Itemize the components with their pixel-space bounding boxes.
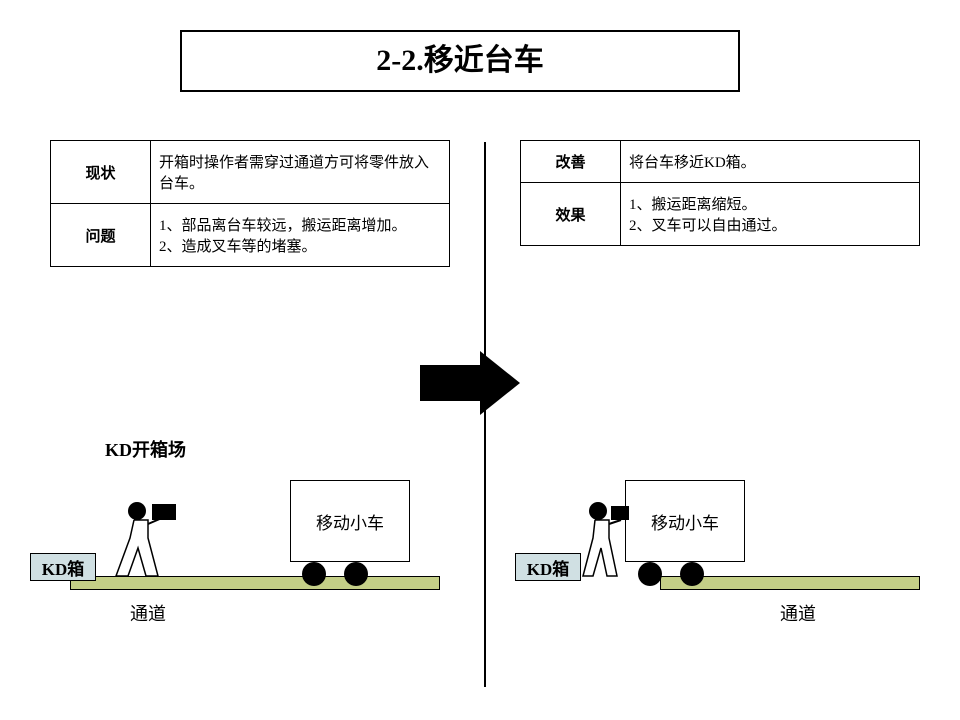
row-header: 效果 — [521, 183, 621, 246]
row-body: 1、搬运距离缩短。 2、叉车可以自由通过。 — [621, 183, 920, 246]
person-body-icon — [110, 518, 170, 580]
kd-box-right: KD箱 — [515, 553, 581, 581]
aisle-label-left: 通道 — [130, 600, 166, 626]
title-text: 2-2.移近台车 — [376, 44, 544, 77]
kd-box-label: KD箱 — [527, 555, 570, 580]
person-body-icon — [575, 518, 631, 580]
cart-label: 移动小车 — [651, 509, 719, 534]
row-body: 将台车移近KD箱。 — [621, 141, 920, 183]
wheel-icon — [344, 562, 368, 586]
table-row: 现状 开箱时操作者需穿过通道方可将零件放入台车。 — [51, 141, 450, 204]
table-row: 效果 1、搬运距离缩短。 2、叉车可以自由通过。 — [521, 183, 920, 246]
after-table: 改善 将台车移近KD箱。 效果 1、搬运距离缩短。 2、叉车可以自由通过。 — [520, 140, 920, 246]
kd-box-label: KD箱 — [42, 555, 85, 580]
row-body: 开箱时操作者需穿过通道方可将零件放入台车。 — [151, 141, 450, 204]
table-row: 问题 1、部品离台车较远，搬运距离增加。 2、造成叉车等的堵塞。 — [51, 204, 450, 267]
cart-label: 移动小车 — [316, 509, 384, 534]
row-body: 1、部品离台车较远，搬运距离增加。 2、造成叉车等的堵塞。 — [151, 204, 450, 267]
aisle-label-right: 通道 — [780, 600, 816, 626]
wheel-icon — [302, 562, 326, 586]
wheel-icon — [638, 562, 662, 586]
section-label: KD开箱场 — [105, 436, 186, 462]
page-title: 2-2.移近台车 — [180, 30, 740, 92]
row-header: 改善 — [521, 141, 621, 183]
arrow-right-icon — [480, 351, 520, 415]
row-header: 现状 — [51, 141, 151, 204]
row-header: 问题 — [51, 204, 151, 267]
kd-box-left: KD箱 — [30, 553, 96, 581]
wheel-icon — [680, 562, 704, 586]
cart-right: 移动小车 — [625, 480, 745, 562]
cart-left: 移动小车 — [290, 480, 410, 562]
arrow-body — [420, 365, 480, 401]
before-table: 现状 开箱时操作者需穿过通道方可将零件放入台车。 问题 1、部品离台车较远，搬运… — [50, 140, 450, 267]
table-row: 改善 将台车移近KD箱。 — [521, 141, 920, 183]
